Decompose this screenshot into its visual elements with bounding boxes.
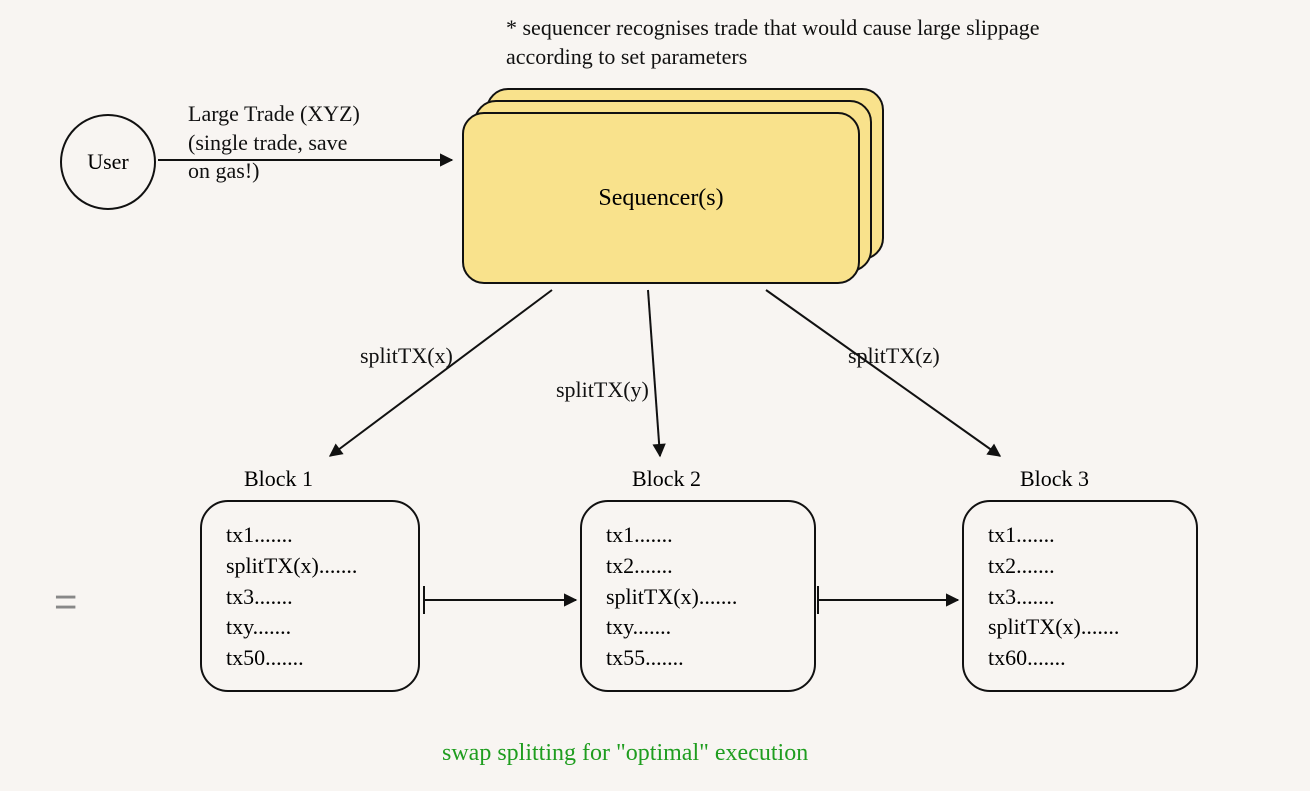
block3-box: tx1....... tx2....... tx3....... splitTX… <box>962 500 1198 692</box>
user-label: User <box>87 149 129 175</box>
user-node: User <box>60 114 156 210</box>
block1-line: splitTX(x)....... <box>226 551 394 582</box>
block1-box: tx1....... splitTX(x)....... tx3....... … <box>200 500 420 692</box>
block1-line: txy....... <box>226 612 394 643</box>
block2-title: Block 2 <box>632 466 701 492</box>
sequencer-card-front: Sequencer(s) <box>462 112 860 284</box>
block1-line: tx1....... <box>226 520 394 551</box>
block2-line: splitTX(x)....... <box>606 582 790 613</box>
block2-line: tx55....... <box>606 643 790 674</box>
block2-line: tx2....... <box>606 551 790 582</box>
edge-label-split3: splitTX(z) <box>848 342 940 371</box>
block3-line: tx1....... <box>988 520 1172 551</box>
block1-title: Block 1 <box>244 466 313 492</box>
block1-line: tx50....... <box>226 643 394 674</box>
edge-label-user-seq: Large Trade (XYZ) (single trade, save on… <box>188 100 360 186</box>
block3-line: tx3....... <box>988 582 1172 613</box>
sequencer-label: Sequencer(s) <box>598 185 723 212</box>
block2-box: tx1....... tx2....... splitTX(x)....... … <box>580 500 816 692</box>
equals-icon: = <box>54 580 77 625</box>
edge-label-split2: splitTX(y) <box>556 376 649 405</box>
edge-label-split1: splitTX(x) <box>360 342 453 371</box>
block2-line: txy....... <box>606 612 790 643</box>
sequencer-annotation: * sequencer recognises trade that would … <box>506 14 1040 71</box>
block3-line: tx2....... <box>988 551 1172 582</box>
block2-line: tx1....... <box>606 520 790 551</box>
block3-line: splitTX(x)....... <box>988 612 1172 643</box>
block1-line: tx3....... <box>226 582 394 613</box>
caption-text: swap splitting for "optimal" execution <box>442 740 808 767</box>
block3-line: tx60....... <box>988 643 1172 674</box>
block3-title: Block 3 <box>1020 466 1089 492</box>
